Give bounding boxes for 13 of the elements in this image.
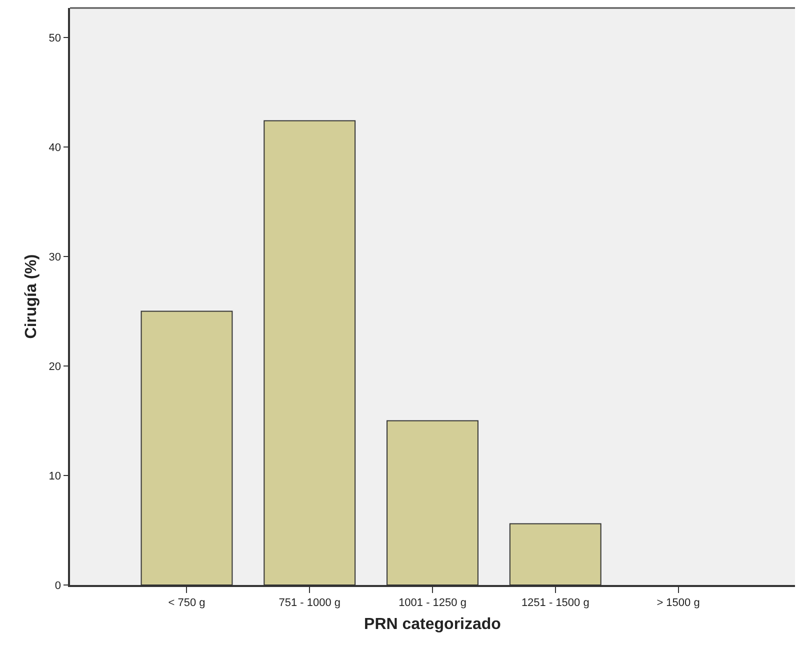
x-tick-label: 1001 - 1250 g <box>398 596 466 609</box>
x-tick-label: 1251 - 1500 g <box>521 596 590 609</box>
y-tick-label: 20 <box>48 360 62 373</box>
y-tick-label: 0 <box>54 580 62 592</box>
x-tick-label: > 1500 g <box>656 596 700 609</box>
x-axis-title: PRN categorizado <box>364 616 502 634</box>
x-tick-label: 751 - 1000 g <box>278 596 341 609</box>
y-tick-label: 50 <box>48 32 62 44</box>
y-axis-title: Cirugía (%) <box>23 254 40 339</box>
y-tick-label: 30 <box>48 251 62 264</box>
x-tick-label: < 750 g <box>168 596 206 609</box>
y-tick-label: 10 <box>48 470 62 482</box>
y-tick-label: 40 <box>48 142 62 154</box>
